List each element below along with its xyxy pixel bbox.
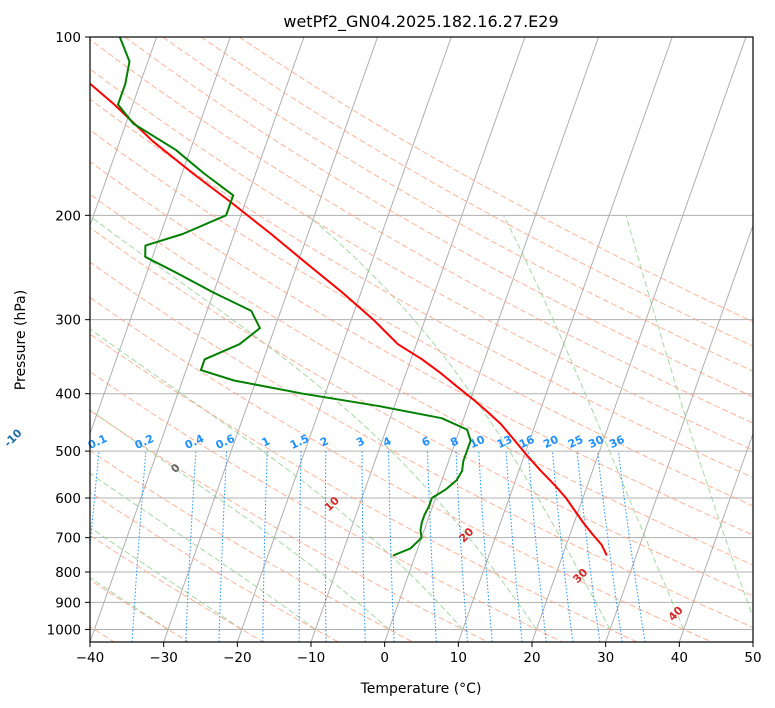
mixing-ratio-line-13	[505, 451, 523, 642]
dry-adiabat-10	[90, 409, 488, 642]
mixing-ratio-label: 25	[566, 433, 585, 451]
dry-adiabat-40	[90, 296, 712, 642]
mixing-ratio-line-16	[527, 451, 547, 642]
dewpoint-profile	[117, 37, 472, 557]
y-tick-label: 800	[55, 565, 81, 581]
y-tick-label: 600	[55, 491, 81, 507]
y-tick-label: 900	[55, 595, 81, 611]
moist-adiabat--10	[90, 472, 316, 630]
mixing-ratio-line-4	[388, 451, 395, 642]
isotherm-40	[678, 432, 753, 642]
isotherm--50	[90, 37, 231, 436]
isotherm-0	[384, 37, 600, 642]
plot-area	[90, 37, 753, 642]
mixing-ratio-line-8	[455, 451, 468, 642]
x-tick-label: 20	[523, 650, 540, 666]
mixing-ratio-label: 36	[607, 433, 627, 451]
mixing-ratio-label: 30	[586, 433, 606, 451]
dry-adiabat--30	[90, 579, 190, 642]
mixing-ratio-line-6	[427, 451, 437, 642]
dry-adiabat-60	[90, 227, 753, 597]
x-tick-label: 40	[671, 650, 688, 666]
mixing-ratio-line-0.2	[131, 451, 147, 642]
mixing-ratio-line-2	[324, 451, 327, 642]
x-tick-label: 30	[597, 650, 614, 666]
moist-adiabat--30	[90, 576, 169, 630]
dry-adiabats	[90, 37, 753, 642]
x-tick-label: 10	[450, 650, 467, 666]
x-tick-label: −30	[149, 650, 178, 666]
plot-frame	[89, 36, 754, 643]
chart-title: wetPf2_GN04.2025.182.16.27.E29	[283, 12, 558, 32]
y-tick-label: 300	[55, 313, 81, 329]
mixing-ratio-line-3	[361, 451, 366, 642]
dry-adiabat-130	[124, 37, 753, 398]
x-tick-label: 0	[380, 650, 389, 666]
x-tick-label: −10	[297, 650, 326, 666]
mixing-ratio-line-0.1	[90, 451, 100, 553]
x-tick-label: 50	[744, 650, 761, 666]
dry-adiabat-110	[90, 68, 753, 451]
moist-adiabat-0	[90, 409, 390, 630]
mixing-ratio-line-1	[262, 451, 268, 642]
y-tick-label: 1000	[47, 622, 81, 638]
dry-adiabat-80	[90, 161, 753, 536]
y-axis-ticks: 100 200 300 400 500 600 700 800 900 1000	[47, 30, 90, 638]
moist-adiabat-50	[625, 215, 753, 619]
dry-adiabat--20	[90, 534, 264, 642]
moist-adiabats	[90, 214, 753, 630]
y-tick-label: 400	[55, 387, 81, 403]
y-tick-label: 700	[55, 531, 81, 547]
y-axis-title: Pressure (hPa)	[13, 290, 29, 390]
dry-adiabat-0	[90, 450, 414, 642]
moist-adiabat-40	[502, 215, 685, 630]
isotherm-20	[531, 37, 747, 642]
mixing-ratio-line-0.4	[185, 451, 197, 642]
sounding-profiles	[90, 37, 608, 557]
dry-adiabat-90	[90, 129, 753, 507]
x-tick-label: −20	[223, 650, 252, 666]
dry-adiabat-100	[90, 98, 753, 479]
mixing-ratio-label: 13	[495, 433, 514, 451]
x-tick-label: −40	[76, 650, 105, 666]
temperature-profile	[90, 82, 608, 556]
x-axis-title: Temperature (°C)	[360, 681, 482, 697]
isotherm-10	[457, 37, 673, 642]
isotherm-30	[605, 223, 753, 642]
isotherm--30	[163, 37, 379, 642]
mixing-ratio-label: 16	[517, 433, 537, 451]
isotherm-lines	[90, 37, 753, 642]
mixing-ratio-label: 10	[468, 433, 488, 451]
y-tick-label: 500	[55, 444, 81, 460]
moist-adiabat--20	[90, 526, 243, 630]
moist-adiabat-10	[90, 328, 464, 630]
isotherm--10	[310, 37, 526, 642]
isotherm--40	[90, 37, 305, 642]
mixing-ratio-line-1.5	[298, 451, 302, 642]
mixing-ratio-line-0.6	[218, 451, 228, 642]
dry-adiabat-140	[162, 37, 753, 372]
mixing-ratio-label: 20	[541, 433, 561, 451]
moist-adiabat-30	[307, 214, 611, 630]
mixing-ratio-line-10	[478, 451, 493, 642]
dry-adiabat-120	[90, 38, 753, 424]
y-tick-label: 100	[55, 30, 81, 46]
mixing-ratio-lines	[90, 451, 646, 642]
isotherm--20	[236, 37, 452, 642]
dry-adiabat-50	[90, 261, 753, 629]
isotherm--60	[90, 37, 158, 227]
y-tick-label: 200	[55, 208, 81, 224]
x-axis-ticks: −40 −30 −20 −10 0 10 20 30 40 50	[76, 642, 762, 666]
